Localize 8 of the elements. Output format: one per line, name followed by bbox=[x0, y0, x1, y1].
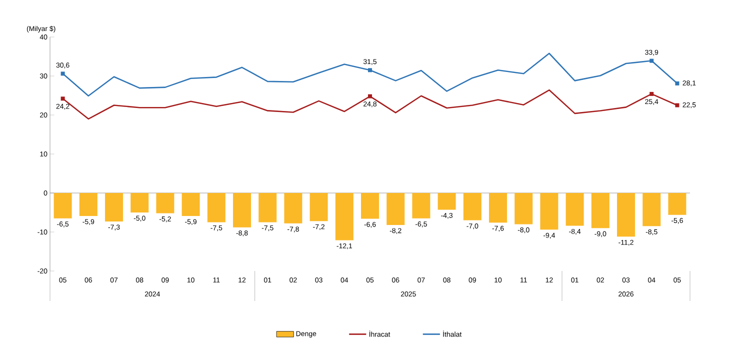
point bbox=[60, 72, 65, 76]
point bbox=[368, 68, 372, 72]
point bbox=[675, 103, 680, 108]
point bbox=[650, 58, 654, 63]
point bbox=[60, 96, 65, 101]
point bbox=[675, 81, 680, 86]
point bbox=[650, 92, 654, 96]
point bbox=[368, 94, 372, 98]
